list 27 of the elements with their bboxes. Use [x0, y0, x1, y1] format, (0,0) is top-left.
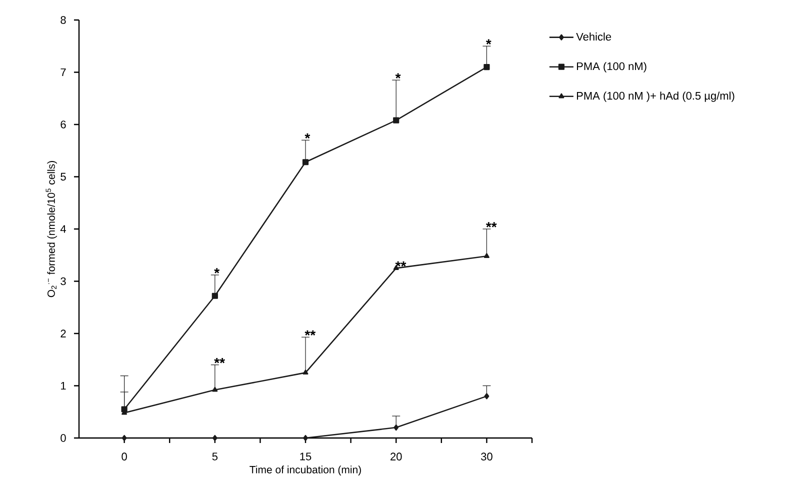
x-tick-label: 30 — [481, 452, 492, 460]
legend-label: PMA (100 nM) — [576, 62, 646, 72]
legend-label: PMA (100 nM )+ hAd (0.5 µg/ml) — [576, 92, 734, 102]
x-tick-label: 20 — [390, 452, 402, 460]
y-tick-label: 7 — [60, 68, 66, 76]
y-tick-label: 3 — [60, 277, 66, 286]
annotation: ** — [486, 222, 497, 228]
x-axis-title: Time of incubation (min) — [250, 466, 361, 476]
annotation: ** — [395, 261, 406, 267]
y-tick-label: 8 — [60, 16, 66, 24]
y-tick-label: 0 — [60, 434, 66, 442]
y-axis-title: O$_{2}$$^{·−}$ formed (nmole/10$^{5}$ cells) — [46, 161, 57, 298]
annotation: * — [214, 268, 220, 274]
y-tick-label: 6 — [60, 120, 66, 128]
x-tick-label: 15 — [300, 452, 312, 460]
annotation: ** — [214, 358, 225, 364]
y-tick-label: 1 — [61, 382, 66, 390]
y-tick-label: 5 — [60, 172, 66, 181]
annotation: * — [395, 73, 401, 78]
x-tick-label: 5 — [212, 452, 218, 460]
y-tick-label: 2 — [60, 330, 66, 338]
legend-label: Vehicle — [576, 32, 612, 41]
x-tick-label: 0 — [122, 452, 127, 460]
y-tick-label: 4 — [60, 225, 66, 233]
annotation: * — [304, 133, 310, 139]
annotation: * — [486, 39, 492, 44]
annotation: ** — [304, 330, 316, 336]
